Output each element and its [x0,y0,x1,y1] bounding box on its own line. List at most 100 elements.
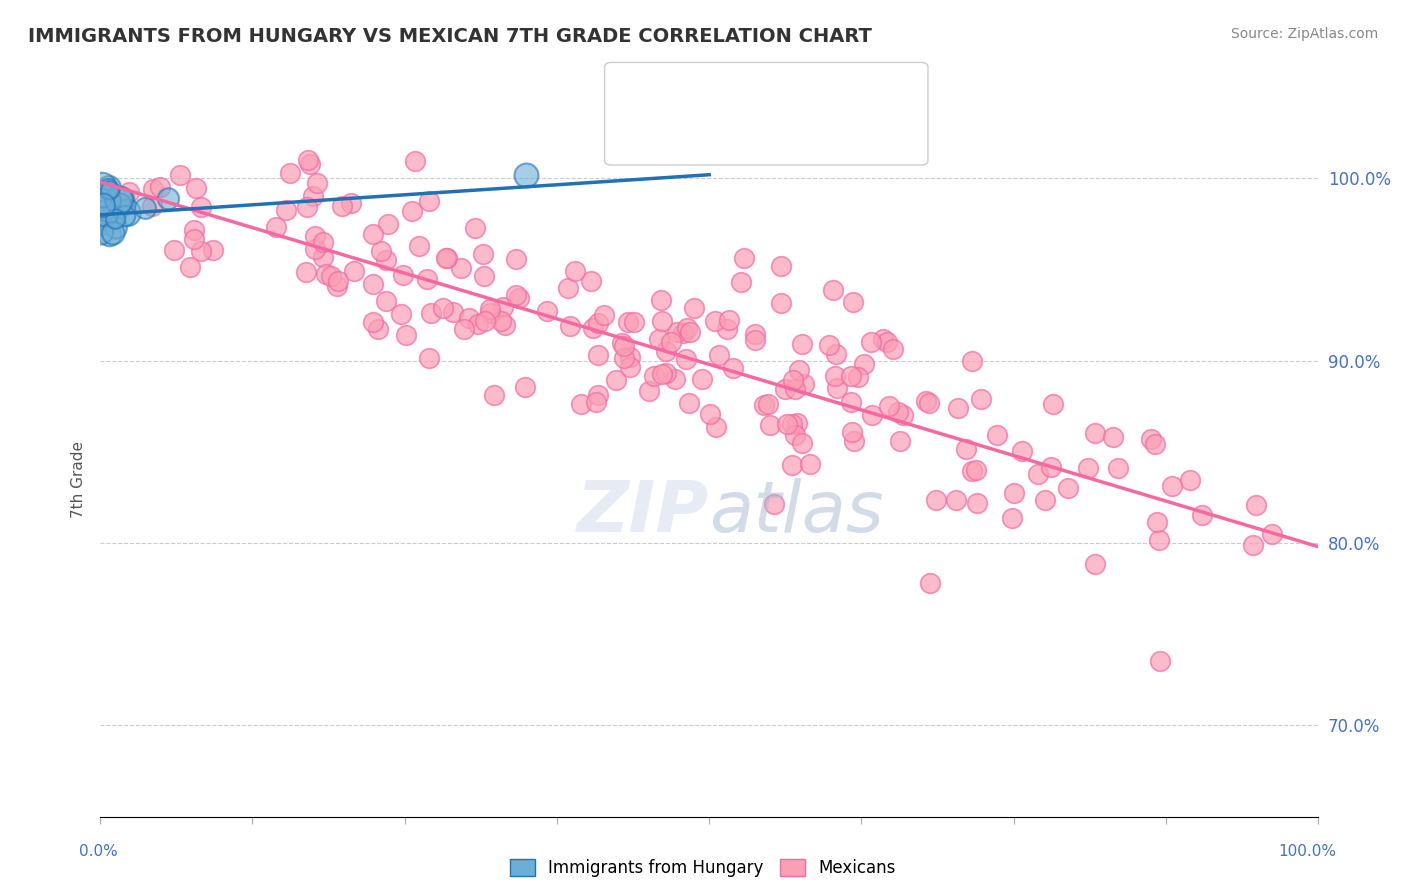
Point [184,181,207,195]
Point [723,360,745,375]
Point [569,396,592,410]
Point [758,417,780,432]
Point [1146,516,1168,530]
Point [489,314,512,328]
Point [707,348,730,362]
Point [821,283,844,297]
Point [90,226,112,240]
Point [515,169,537,183]
Point [1107,461,1129,475]
Point [799,457,821,471]
Point [1042,397,1064,411]
Point [441,305,464,319]
Point [1026,467,1049,481]
Point [558,318,581,333]
Point [416,271,439,285]
Point [960,354,983,368]
Point [304,229,326,244]
Point [319,269,342,284]
Point [436,251,458,265]
Text: ZIP: ZIP [576,478,709,548]
Point [278,166,301,180]
Point [432,301,454,315]
Point [718,313,741,327]
Point [408,238,430,252]
Point [730,275,752,289]
Point [90,219,112,233]
Point [93,188,115,202]
Point [450,261,472,276]
Point [678,325,700,339]
Point [678,396,700,410]
Point [118,185,141,199]
Point [793,377,815,392]
Point [770,259,793,273]
Point [780,458,803,472]
Point [1039,460,1062,475]
Point [917,396,939,410]
Point [690,372,713,386]
Point [494,318,516,332]
Point [266,219,288,234]
Point [924,492,946,507]
Point [183,223,205,237]
Point [955,442,977,457]
Point [616,315,638,329]
Point [312,235,335,249]
Point [141,199,163,213]
Point [846,369,869,384]
Point [114,209,136,223]
Point [872,332,894,346]
Point [986,427,1008,442]
Point [157,192,180,206]
Point [780,417,803,431]
Point [110,197,132,211]
Point [1084,557,1107,571]
Point [418,351,440,366]
Point [676,320,699,334]
Point [666,326,689,340]
Point [536,303,558,318]
Point [90,201,112,215]
Point [361,227,384,241]
Point [790,436,813,450]
Point [1139,432,1161,446]
Point [664,372,686,386]
Legend: R =  0.287   N =  28, R = -0.92   N = 200: R = 0.287 N = 28, R = -0.92 N = 200 [636,70,880,143]
Point [94,202,117,216]
Point [505,252,527,266]
Point [839,368,862,383]
Point [844,434,866,448]
Point [91,179,114,194]
Point [305,176,328,190]
Point [1084,425,1107,440]
Point [479,301,502,316]
Point [434,251,457,265]
Point [301,189,323,203]
Point [375,253,398,268]
Point [508,292,530,306]
Point [1102,430,1125,444]
Point [97,182,120,196]
Point [453,322,475,336]
Point [474,314,496,328]
Point [298,157,321,171]
Point [782,373,804,387]
Point [643,369,665,384]
Point [458,311,481,326]
Point [492,300,515,314]
Point [312,250,335,264]
Point [474,269,496,284]
Point [839,395,862,409]
Point [401,203,423,218]
Point [586,348,609,362]
Point [619,359,641,374]
Point [513,380,536,394]
Point [108,194,131,208]
Point [605,373,627,387]
Point [108,202,131,216]
Point [675,351,697,366]
Point [564,264,586,278]
Y-axis label: 7th Grade: 7th Grade [72,441,86,517]
Point [752,398,775,412]
